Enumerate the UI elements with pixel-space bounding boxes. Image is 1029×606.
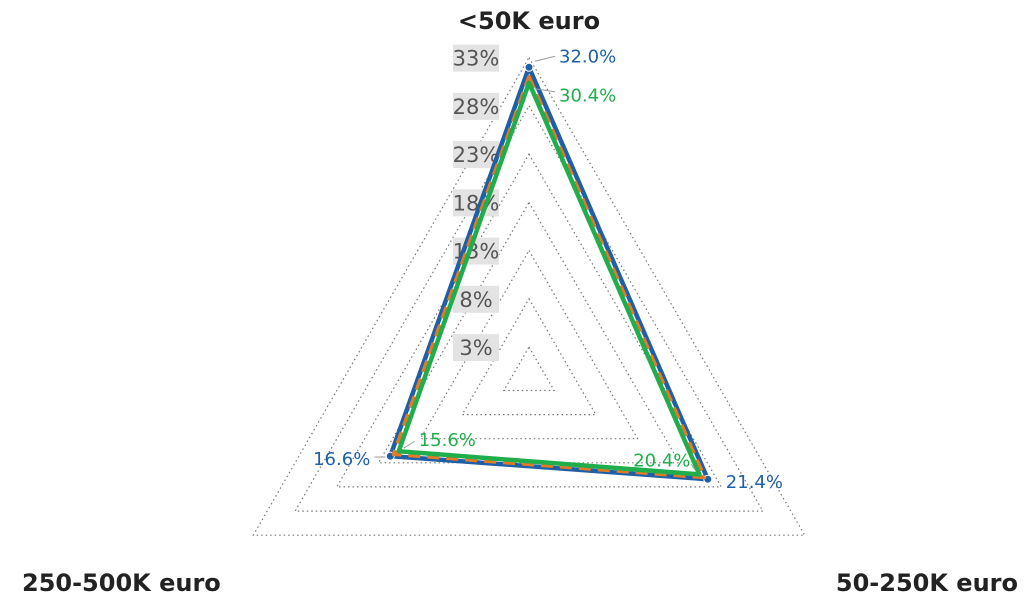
grid-ring — [419, 249, 639, 440]
radial-tick-label: 3% — [459, 336, 492, 360]
label-leader-line — [534, 88, 556, 93]
data-label: 20.4% — [633, 450, 690, 471]
grid-ring — [252, 56, 806, 536]
tick-label-bg — [453, 44, 499, 72]
axis-title-lt50k: <50K euro — [458, 7, 600, 35]
grid-ring — [502, 345, 556, 392]
data-label: 16.6% — [313, 449, 370, 470]
grid-ring — [377, 201, 681, 464]
series-point — [524, 62, 534, 72]
label-leader-line — [691, 464, 695, 470]
grid-ring — [335, 152, 723, 488]
label-leader-line — [403, 440, 415, 449]
data-label: 32.0% — [559, 46, 616, 67]
tick-label-bg — [453, 285, 499, 313]
data-label: 21.4% — [726, 472, 783, 493]
radial-tick-label: 33% — [453, 47, 500, 71]
tick-label-bg — [453, 141, 499, 169]
label-leader-line — [534, 55, 556, 62]
tick-label-bg — [453, 92, 499, 120]
data-label: 15.6% — [419, 430, 476, 451]
series-line-2 — [396, 80, 702, 477]
radial-tick-label: 8% — [459, 288, 492, 312]
data-label: 30.4% — [559, 86, 616, 107]
axis-title-250-500k: 250-500K euro — [22, 569, 221, 597]
axis-title-50-250k: 50-250K euro — [836, 569, 1018, 597]
tick-label-bg — [453, 334, 499, 362]
radial-tick-label: 28% — [453, 95, 500, 119]
series-line-1 — [391, 74, 707, 480]
radial-tick-label: 23% — [453, 143, 500, 167]
